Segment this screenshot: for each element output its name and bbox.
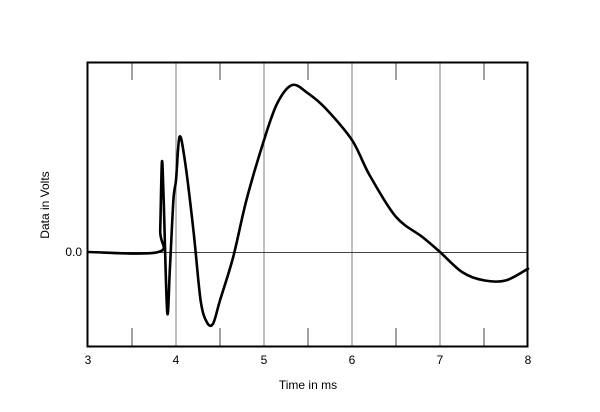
x-tick-label: 3 — [85, 353, 92, 367]
plot-frame — [86, 61, 529, 348]
minor-tick-marks — [131, 62, 485, 346]
x-tick-label: 4 — [173, 353, 180, 367]
y-axis-tick-labels: 0.0 — [65, 245, 82, 259]
x-tick-label: 5 — [261, 353, 268, 367]
x-tick-label: 6 — [349, 353, 356, 367]
x-tick-label: 8 — [525, 353, 532, 367]
data-line — [86, 83, 530, 328]
gridlines — [88, 62, 528, 346]
x-axis-tick-labels: 3 4 5 6 7 8 — [85, 353, 532, 367]
y-tick-label: 0.0 — [65, 245, 82, 259]
x-tick-label: 7 — [437, 353, 444, 367]
y-axis-title: Data in Volts — [38, 171, 52, 238]
x-axis-title: Time in ms — [279, 378, 337, 392]
